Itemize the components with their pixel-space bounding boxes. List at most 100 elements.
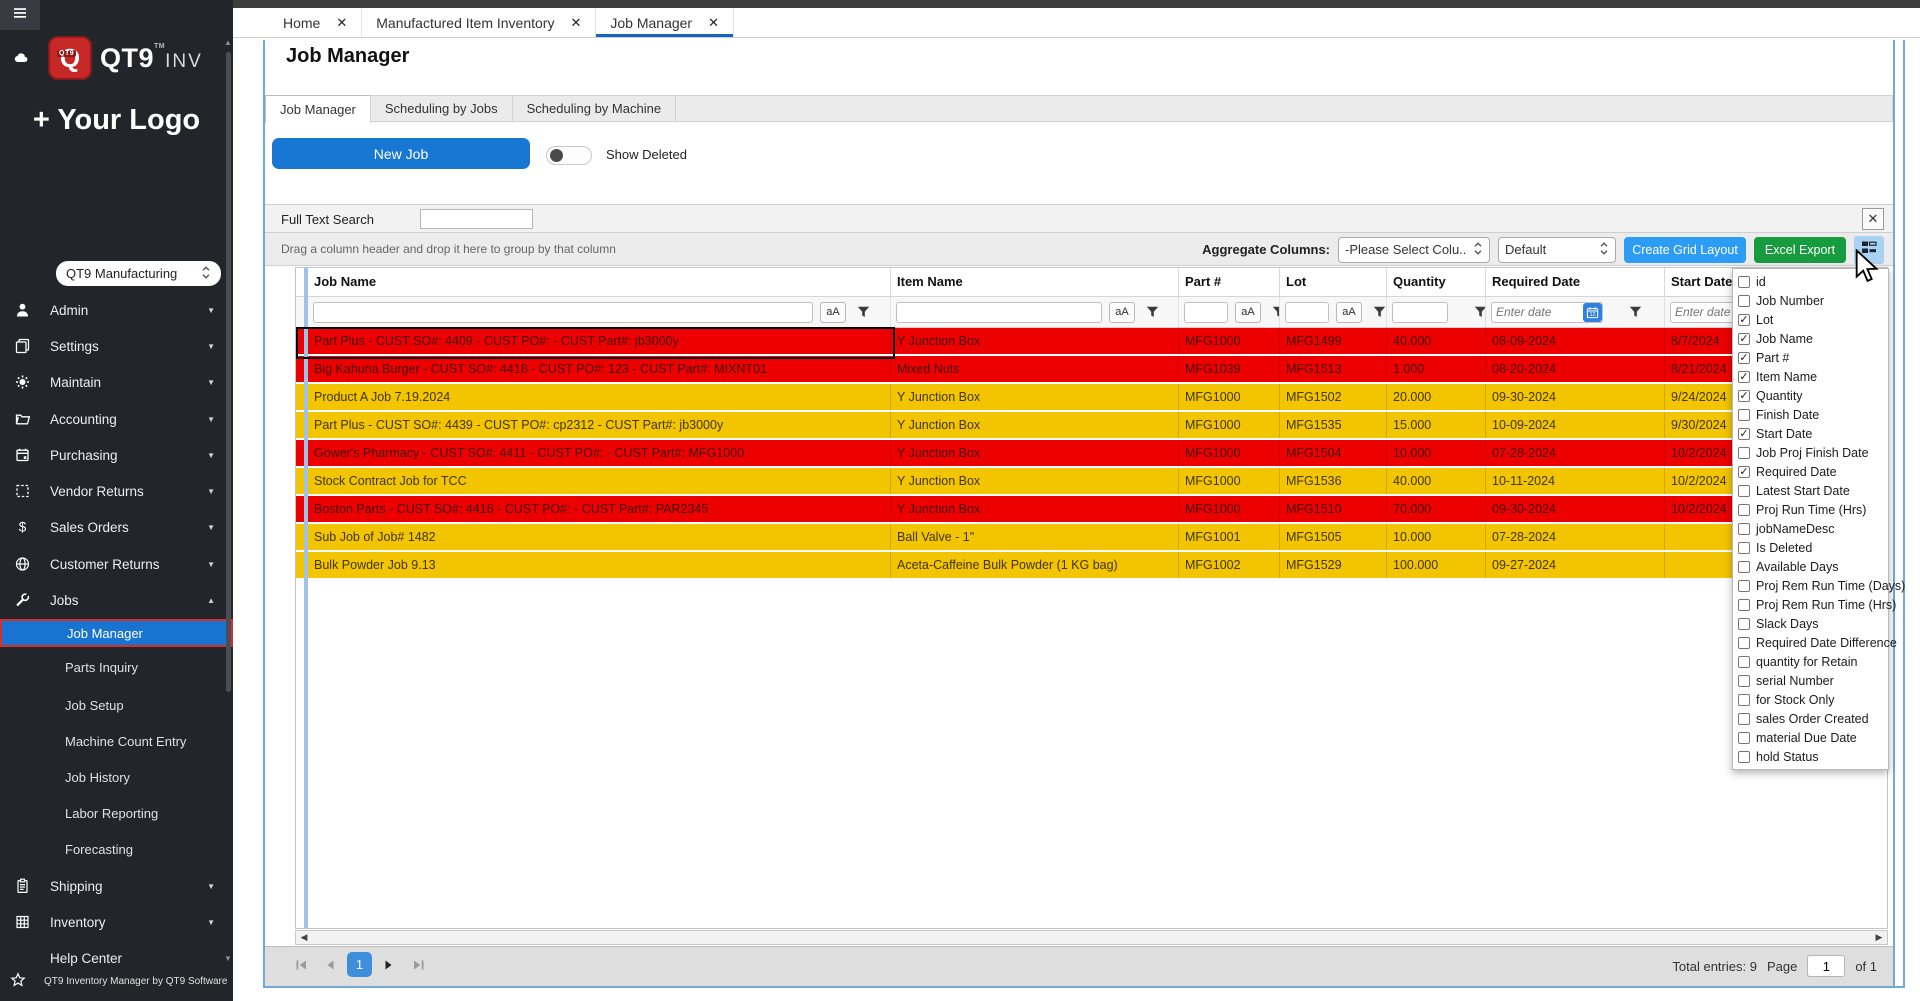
checkbox-unchecked-icon[interactable] <box>1738 636 1750 649</box>
checkbox-unchecked-icon[interactable] <box>1738 674 1750 687</box>
scroll-right-icon[interactable]: ▶ <box>1875 932 1883 942</box>
cloud-icon[interactable] <box>12 50 31 71</box>
checkbox-checked-icon[interactable]: ✓ <box>1738 427 1750 440</box>
previous-page-button[interactable] <box>318 953 342 977</box>
chooser-item-is-deleted[interactable]: Is Deleted <box>1733 538 1888 557</box>
next-page-button[interactable] <box>377 953 401 977</box>
table-row[interactable]: Product A Job 7.19.2024 Y Junction Box MFG… <box>296 384 1887 412</box>
sidebar-item-customer-returns[interactable]: Customer Returns ▼ <box>0 549 233 579</box>
subtab-scheduling-by-jobs[interactable]: Scheduling by Jobs <box>371 96 513 121</box>
grid-layout-select[interactable]: Default <box>1498 236 1616 263</box>
filter-input-item-name[interactable] <box>896 301 1102 323</box>
excel-export-button[interactable]: Excel Export <box>1754 236 1846 263</box>
sidebar-item-settings[interactable]: Settings ▼ <box>0 331 233 361</box>
first-page-button[interactable] <box>289 953 313 977</box>
full-text-search-input[interactable] <box>420 209 533 229</box>
table-row[interactable]: Sub Job of Job# 1482 Ball Valve - 1" MFG10… <box>296 524 1887 552</box>
chooser-item-serial-number[interactable]: serial Number <box>1733 671 1888 690</box>
chooser-item-required-date[interactable]: ✓ Required Date <box>1733 462 1888 481</box>
chooser-item-quantity-for-retain[interactable]: quantity for Retain <box>1733 652 1888 671</box>
column-header-quantity[interactable]: Quantity <box>1387 268 1486 296</box>
hamburger-menu-button[interactable] <box>0 0 40 30</box>
chooser-item-required-date-difference[interactable]: Required Date Difference <box>1733 633 1897 652</box>
grid-horizontal-scrollbar[interactable]: ◀ ▶ <box>295 930 1888 945</box>
checkbox-unchecked-icon[interactable] <box>1738 522 1750 535</box>
sidebar-item-inventory[interactable]: Inventory ▼ <box>0 907 233 937</box>
subtab-job-manager[interactable]: Job Manager <box>265 95 371 123</box>
aggregate-columns-select[interactable]: -Please Select Colu... <box>1338 236 1490 263</box>
chooser-item-slack-days[interactable]: Slack Days <box>1733 614 1888 633</box>
chooser-item-jobnamedesc[interactable]: jobNameDesc <box>1733 519 1888 538</box>
match-case-button[interactable]: aA <box>1336 301 1362 323</box>
filter-input-part-[interactable] <box>1184 301 1228 323</box>
your-logo-placeholder[interactable]: + Your Logo <box>32 104 201 136</box>
checkbox-unchecked-icon[interactable] <box>1738 446 1750 459</box>
chooser-item-item-name[interactable]: ✓ Item Name <box>1733 367 1888 386</box>
sidebar-subitem-job-manager[interactable]: Job Manager <box>0 619 233 647</box>
sidebar-subitem-job-history[interactable]: Job History <box>0 763 233 791</box>
chooser-item-sales-order-created[interactable]: sales Order Created <box>1733 709 1888 728</box>
checkbox-checked-icon[interactable]: ✓ <box>1738 389 1750 402</box>
table-row[interactable]: Part Plus - CUST SO#: 4439 - CUST PO#: c… <box>296 412 1887 440</box>
chooser-item-job-proj-finish-date[interactable]: Job Proj Finish Date <box>1733 443 1888 462</box>
sidebar-subitem-labor-reporting[interactable]: Labor Reporting <box>0 799 233 827</box>
checkbox-checked-icon[interactable]: ✓ <box>1738 465 1750 478</box>
chooser-item-job-number[interactable]: Job Number <box>1733 291 1888 310</box>
table-row[interactable]: Stock Contract Job for TCC Y Junction Box… <box>296 468 1887 496</box>
sidebar-item-maintain[interactable]: Maintain ▼ <box>0 367 233 397</box>
match-case-button[interactable]: aA <box>1109 301 1135 323</box>
sidebar-subitem-machine-count-entry[interactable]: Machine Count Entry <box>0 727 233 755</box>
checkbox-unchecked-icon[interactable] <box>1738 294 1750 307</box>
create-grid-layout-button[interactable]: Create Grid Layout <box>1624 236 1746 263</box>
chooser-item-id[interactable]: id <box>1733 272 1888 291</box>
calendar-icon[interactable]: 12 <box>1583 302 1602 322</box>
checkbox-unchecked-icon[interactable] <box>1738 617 1750 630</box>
last-page-button[interactable] <box>406 953 430 977</box>
sidebar-scrollbar-thumb[interactable] <box>226 52 231 692</box>
checkbox-checked-icon[interactable]: ✓ <box>1738 332 1750 345</box>
filter-input-required-date[interactable] <box>1491 301 1603 323</box>
checkbox-unchecked-icon[interactable] <box>1738 731 1750 744</box>
close-icon[interactable]: ✕ <box>1862 208 1884 230</box>
table-row[interactable]: Part Plus - CUST SO#: 4409 - CUST PO#: -… <box>296 327 1887 359</box>
chooser-item-job-name[interactable]: ✓ Job Name <box>1733 329 1888 348</box>
chooser-item-latest-start-date[interactable]: Latest Start Date <box>1733 481 1888 500</box>
checkbox-checked-icon[interactable]: ✓ <box>1738 370 1750 383</box>
scroll-left-icon[interactable]: ◀ <box>300 932 308 942</box>
filter-input-job-name[interactable] <box>313 301 813 323</box>
tab-close-icon[interactable]: ✕ <box>708 14 719 30</box>
tab-home[interactable]: Home ✕ <box>269 8 363 37</box>
checkbox-unchecked-icon[interactable] <box>1738 484 1750 497</box>
chooser-item-part-[interactable]: ✓ Part # <box>1733 348 1888 367</box>
sidebar-item-sales-orders[interactable]: $ Sales Orders ▼ <box>0 512 233 542</box>
scroll-down-icon[interactable]: ▼ <box>224 954 232 963</box>
filter-input-lot[interactable] <box>1285 301 1329 323</box>
sidebar-item-accounting[interactable]: Accounting ▼ <box>0 404 233 434</box>
filter-funnel-icon[interactable] <box>1146 306 1159 318</box>
tab-job-manager[interactable]: Job Manager ✕ <box>596 8 734 37</box>
checkbox-unchecked-icon[interactable] <box>1738 712 1750 725</box>
chooser-item-proj-run-time-hrs-[interactable]: Proj Run Time (Hrs) <box>1733 500 1888 519</box>
sidebar-item-vendor-returns[interactable]: Vendor Returns ▼ <box>0 476 233 506</box>
sidebar-scrollbar[interactable]: ▲ ▼ <box>224 38 232 963</box>
column-header-lot[interactable]: Lot <box>1280 268 1387 296</box>
column-header-job-name[interactable]: Job Name <box>308 268 891 296</box>
table-row[interactable]: Bulk Powder Job 9.13 Aceta-Caffeine Bulk … <box>296 552 1887 580</box>
table-row[interactable]: Gower's Pharmacy - CUST SO#: 4411 - CUST… <box>296 440 1887 468</box>
checkbox-unchecked-icon[interactable] <box>1738 655 1750 668</box>
checkbox-unchecked-icon[interactable] <box>1738 541 1750 554</box>
chooser-item-available-days[interactable]: Available Days <box>1733 557 1888 576</box>
filter-funnel-icon[interactable] <box>1272 306 1279 318</box>
scroll-up-icon[interactable]: ▲ <box>224 38 232 47</box>
chooser-item-quantity[interactable]: ✓ Quantity <box>1733 386 1888 405</box>
checkbox-unchecked-icon[interactable] <box>1738 560 1750 573</box>
checkbox-unchecked-icon[interactable] <box>1738 275 1750 288</box>
chooser-item-hold-status[interactable]: hold Status <box>1733 747 1888 766</box>
chooser-item-material-due-date[interactable]: material Due Date <box>1733 728 1888 747</box>
sidebar-item-admin[interactable]: Admin ▼ <box>0 295 233 325</box>
tab-close-icon[interactable]: ✕ <box>570 14 582 30</box>
checkbox-unchecked-icon[interactable] <box>1738 503 1750 516</box>
chooser-item-start-date[interactable]: ✓ Start Date <box>1733 424 1888 443</box>
sidebar-subitem-parts-inquiry[interactable]: Parts Inquiry <box>0 653 233 681</box>
column-header-part-[interactable]: Part # <box>1179 268 1280 296</box>
